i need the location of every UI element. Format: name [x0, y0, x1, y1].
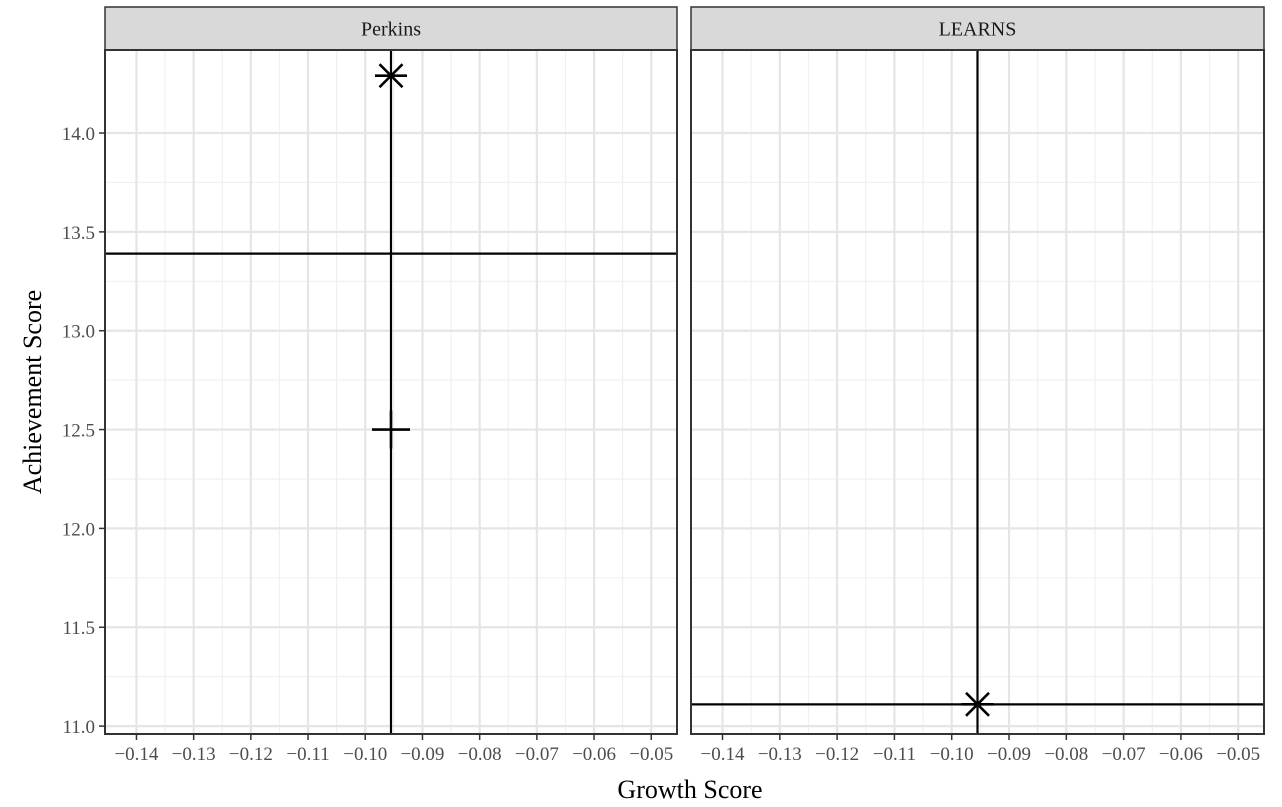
facet-strip-label: Perkins	[361, 19, 421, 41]
x-tick-label: −0.08	[458, 744, 502, 765]
x-tick-label: −0.06	[1159, 744, 1203, 765]
x-tick-label: −0.12	[815, 744, 859, 765]
x-tick-label: −0.11	[286, 744, 329, 765]
facet-strip	[690, 6, 1265, 51]
point-stroke	[965, 691, 990, 717]
x-tick-label: −0.12	[229, 744, 273, 765]
y-tick-label: 12.0	[62, 519, 95, 540]
y-tick-label: 13.0	[62, 322, 95, 343]
x-tick-label: −0.11	[873, 744, 916, 765]
asterisk-point	[375, 63, 407, 89]
plus-point	[372, 410, 410, 449]
y-tick-label: 11.5	[62, 618, 95, 639]
x-tick-label: −0.06	[572, 744, 616, 765]
x-tick-label: −0.07	[1102, 744, 1146, 765]
panel-border	[690, 49, 1265, 735]
x-tick-label: −0.14	[114, 744, 158, 765]
x-tick-label: −0.10	[930, 744, 974, 765]
panel-border	[104, 49, 678, 735]
point-stroke	[378, 63, 404, 89]
x-tick-label: −0.10	[343, 744, 387, 765]
x-tick-label: −0.14	[701, 744, 745, 765]
panels-layer: Perkins −0.14 −0.13 −0.12 −0.11 −0.10 −0.09 −0.…	[62, 6, 1265, 765]
x-tick-label: −0.09	[400, 744, 444, 765]
facet-strip	[104, 6, 678, 51]
y-tick-label: 12.5	[62, 421, 95, 442]
panel-perkins: Perkins −0.14 −0.13 −0.12 −0.11 −0.10 −0.09 −0.…	[62, 6, 678, 765]
x-tick-label: −0.05	[629, 744, 673, 765]
y-tick-label: 13.5	[62, 223, 95, 244]
x-tick-label: −0.09	[987, 744, 1031, 765]
x-tick-label: −0.07	[515, 744, 559, 765]
facet-strip-label: LEARNS	[939, 19, 1017, 41]
panel-learns: LEARNS −0.14 −0.13 −0.12 −0.11 −0.10 −0.09 −0.0…	[690, 6, 1265, 765]
y-axis-title: Achievement Score	[18, 290, 47, 494]
x-axis-title: Growth Score	[617, 775, 762, 804]
asterisk-point	[961, 691, 994, 717]
y-tick-label: 11.0	[62, 717, 95, 738]
x-tick-label: −0.13	[172, 744, 216, 765]
x-tick-label: −0.08	[1044, 744, 1088, 765]
y-tick-label: 14.0	[62, 124, 95, 145]
x-tick-label: −0.05	[1216, 744, 1260, 765]
x-tick-label: −0.13	[758, 744, 802, 765]
